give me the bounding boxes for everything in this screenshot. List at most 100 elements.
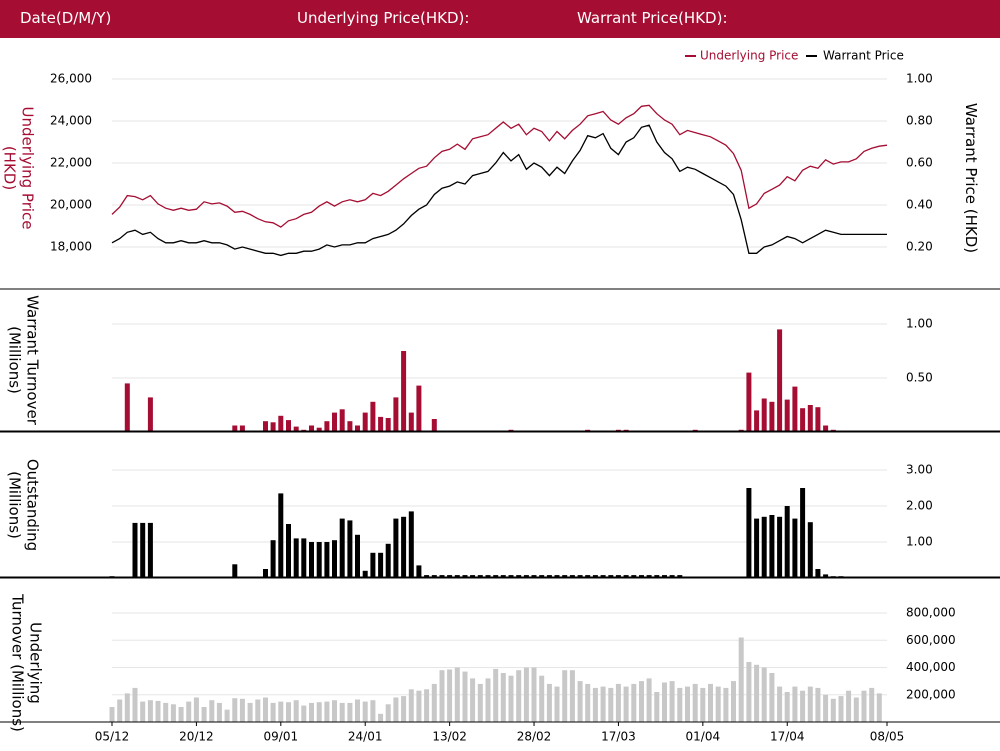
- right-tick-label: 0.60: [906, 156, 933, 170]
- underlying-turnover-bar: [431, 683, 437, 722]
- underlying-turnover-bar: [523, 667, 529, 722]
- legend-underlying-label: Underlying Price: [700, 49, 798, 63]
- underlying-turnover-bar: [309, 702, 314, 722]
- left-tick-label: 24,000: [50, 114, 92, 128]
- right-tick-label: 200,000: [906, 687, 956, 701]
- underlying-turnover-bar: [424, 689, 430, 722]
- underlying-turnover-bar: [692, 683, 698, 722]
- underlying-turnover-bar: [477, 683, 483, 722]
- underlying-turnover-bar: [846, 690, 852, 722]
- warrant-turnover-bar: [339, 409, 345, 432]
- underlying-turnover-bar: [247, 702, 253, 722]
- right-tick-label: 0.40: [906, 198, 933, 212]
- underlying-turnover-bar: [577, 681, 583, 722]
- underlying-turnover-bar: [462, 671, 468, 722]
- left-tick-label: 18,000: [50, 240, 92, 254]
- underlying-turnover-bar: [623, 686, 629, 722]
- outstanding-bar: [393, 518, 399, 578]
- underlying-turnover-bar: [608, 687, 614, 722]
- warrant-turnover-bar: [293, 426, 299, 432]
- underlying-turnover-bar: [347, 702, 353, 722]
- warrant-turnover-bar: [792, 386, 798, 432]
- right-tick-label: 0.80: [906, 114, 933, 128]
- price-chart: 26,000 24,000 22,000 20,000 18,000 1.00 0.80 0.…: [0, 49, 1000, 744]
- warrant-turnover-bar: [239, 425, 245, 432]
- warrant-turnover-bar: [286, 420, 291, 432]
- right-tick-label: 1.00: [906, 72, 933, 86]
- warrant-turnover-bar: [355, 425, 360, 432]
- outstanding-bar: [263, 569, 268, 578]
- warrant-turnover-bar: [385, 418, 391, 432]
- warrant-turnover-bar: [815, 407, 821, 432]
- underlying-turnover-bar: [454, 667, 460, 722]
- outstanding-axis-label: Outstanding(Millions): [5, 459, 41, 551]
- underlying-turnover-bar: [201, 707, 207, 722]
- underlying-turnover-bar: [562, 670, 568, 722]
- underlying-turnover-bar: [493, 668, 499, 722]
- underlying-turnover-bar: [500, 673, 506, 723]
- right-tick-label: 400,000: [906, 660, 956, 674]
- underlying-turnover-bar: [439, 670, 445, 722]
- warrant-turnover-bar: [393, 397, 399, 432]
- outstanding-bar: [408, 511, 414, 578]
- underlying-price-axis-label: Underlying Price(HKD): [0, 106, 36, 229]
- underlying-turnover-bar: [539, 675, 545, 722]
- underlying-turnover-bar: [355, 699, 360, 722]
- warrant-turnover-bar: [362, 412, 368, 432]
- underlying-turnover-bar: [255, 699, 261, 722]
- x-tick-label: 28/02: [517, 730, 552, 744]
- outstanding-bar: [416, 565, 422, 578]
- underlying-turnover-bar: [592, 687, 598, 722]
- underlying-turnover-bar: [193, 697, 199, 722]
- warrant-price-label: Warrant Price(HKD):: [577, 9, 728, 27]
- warrant-turnover-bar: [332, 412, 337, 432]
- outstanding-bar: [815, 569, 821, 578]
- outstanding-bar: [332, 540, 337, 578]
- outstanding-bar: [301, 538, 307, 578]
- warrant-turnover-bar: [408, 412, 414, 432]
- underlying-turnover-bar: [293, 700, 299, 722]
- underlying-turnover-bar: [715, 686, 721, 722]
- underlying-turnover-bar: [263, 697, 268, 722]
- outstanding-bar: [147, 522, 153, 578]
- warrant-turnover-bar: [278, 415, 284, 432]
- legend-warrant-label: Warrant Price: [823, 49, 904, 63]
- underlying-turnover-bar: [378, 713, 384, 722]
- underlying-turnover-bar: [109, 707, 115, 722]
- warrant-turnover-bar: [807, 405, 813, 432]
- date-label: Date(D/M/Y): [20, 9, 112, 27]
- outstanding-bar: [132, 522, 138, 578]
- warrant-turnover-bar: [370, 401, 376, 432]
- underlying-price-label: Underlying Price(HKD):: [297, 9, 470, 27]
- outstanding-bar: [316, 542, 322, 578]
- warrant-turnover-bar: [316, 427, 322, 432]
- outstanding-bar: [823, 574, 829, 578]
- underlying-turnover-bar: [777, 686, 783, 722]
- x-tick-label: 17/04: [770, 730, 805, 744]
- underlying-turnover-bar: [224, 709, 230, 722]
- warrant-turnover-bar: [347, 421, 353, 432]
- underlying-turnover-bar: [815, 687, 821, 722]
- underlying-turnover-bar: [792, 686, 798, 722]
- outstanding-bar: [286, 524, 291, 578]
- underlying-turnover-bar: [401, 696, 407, 722]
- underlying-turnover-bar: [723, 687, 729, 722]
- warrant-turnover-bar: [232, 425, 238, 432]
- right-tick-label: 1.00: [906, 317, 933, 331]
- outstanding-bar: [784, 506, 790, 578]
- underlying-turnover-bar: [209, 700, 215, 722]
- right-tick-label: 0.50: [906, 371, 933, 385]
- underlying-turnover-bar: [408, 689, 414, 722]
- underlying-turnover-bar: [140, 701, 146, 722]
- underlying-turnover-bar: [554, 686, 560, 722]
- underlying-turnover-bar: [186, 701, 192, 722]
- warrant-turnover-bar: [309, 425, 314, 432]
- outstanding-bar: [401, 516, 407, 578]
- underlying-turnover-bar: [155, 700, 161, 722]
- x-tick-label: 09/01: [264, 730, 299, 744]
- underlying-turnover-bar: [685, 686, 690, 722]
- warrant-turnover-bar: [431, 419, 437, 432]
- underlying-turnover-bar: [853, 697, 859, 722]
- outstanding-bar: [385, 543, 391, 578]
- outstanding-bar: [324, 542, 330, 578]
